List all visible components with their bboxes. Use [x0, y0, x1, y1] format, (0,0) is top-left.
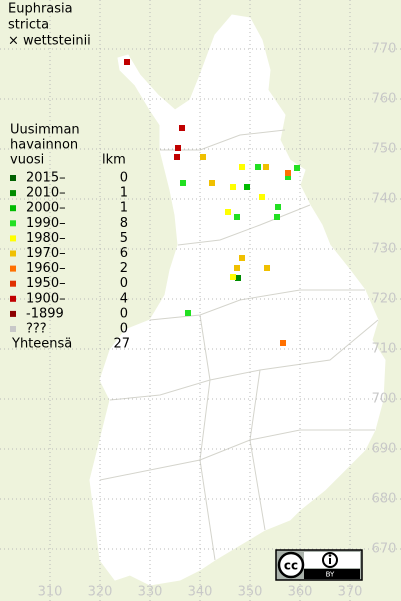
observation	[244, 184, 250, 190]
observation	[274, 214, 280, 220]
legend-label: 1980–	[26, 231, 66, 246]
x-tick-label: 310	[38, 585, 63, 600]
y-tick-label: 720	[372, 292, 397, 307]
legend-label: 1950–	[26, 276, 66, 291]
observation	[255, 164, 261, 170]
legend-count: 4	[120, 291, 128, 306]
legend-count: 2	[120, 261, 128, 276]
observation	[285, 174, 291, 180]
x-tick-label: 320	[88, 585, 113, 600]
y-tick-label: 670	[372, 542, 397, 557]
legend-count: 0	[120, 322, 128, 337]
legend-count: 5	[120, 231, 128, 246]
legend-label: 1900–	[26, 291, 66, 306]
legend-swatch	[10, 205, 16, 212]
legend-label: ???	[26, 322, 47, 337]
observation	[280, 340, 286, 346]
observation	[230, 184, 236, 190]
observation	[263, 164, 269, 170]
title: stricta	[8, 18, 49, 33]
observation	[234, 265, 240, 271]
y-tick-label: 750	[372, 142, 397, 157]
legend-label: 1970–	[26, 246, 66, 261]
legend-swatch	[10, 265, 16, 272]
legend-swatch	[10, 235, 16, 242]
legend-swatch	[10, 295, 16, 302]
legend-heading: vuosi	[10, 153, 44, 168]
observation	[264, 265, 270, 271]
y-tick-label: 680	[372, 492, 397, 507]
legend-swatch	[10, 326, 16, 332]
observation	[239, 164, 245, 170]
legend-count: 1	[120, 201, 128, 216]
legend-swatch	[10, 220, 16, 227]
legend-heading: Uusimman	[10, 123, 80, 138]
legend-count: 0	[120, 276, 128, 291]
title: Euphrasia	[8, 2, 73, 17]
legend-count: 0	[120, 306, 128, 321]
legend-label: -1899	[26, 306, 64, 321]
y-tick-label: 690	[372, 442, 397, 457]
observation	[275, 204, 281, 210]
x-tick-label: 360	[288, 585, 313, 600]
legend-label: 1960–	[26, 261, 66, 276]
y-tick-label: 740	[372, 192, 397, 207]
observation	[239, 255, 245, 261]
x-tick-label: 370	[338, 585, 363, 600]
total: 27	[113, 337, 130, 352]
observation	[124, 59, 130, 65]
observation	[174, 154, 180, 160]
y-tick-label: 760	[372, 92, 397, 107]
legend-count-heading: lkm	[102, 153, 126, 168]
observation	[209, 180, 215, 186]
observation	[185, 310, 191, 316]
x-tick-label: 340	[188, 585, 213, 600]
observation	[225, 209, 231, 215]
x-tick-label: 350	[238, 585, 263, 600]
observation	[285, 170, 291, 176]
legend-count: 8	[120, 216, 128, 231]
total-label: Yhteensä	[11, 337, 72, 352]
observation	[175, 145, 181, 151]
observation	[179, 125, 185, 131]
legend-swatch	[10, 280, 16, 287]
observation	[235, 275, 241, 281]
y-tick-label: 730	[372, 242, 397, 257]
observation	[230, 274, 236, 280]
y-tick-label: 710	[372, 342, 397, 357]
legend-heading: havainnon	[10, 138, 78, 153]
observation	[259, 194, 265, 200]
x-tick-label: 330	[138, 585, 163, 600]
legend-label: 2010–	[26, 186, 66, 201]
y-tick-label: 700	[372, 392, 397, 407]
legend-swatch	[10, 175, 16, 181]
license-badge: cc BY	[275, 549, 363, 581]
observation	[200, 154, 206, 160]
legend-swatch	[10, 190, 16, 197]
title: × wettsteinii	[8, 34, 91, 49]
svg-text:cc: cc	[284, 559, 298, 573]
legend-count: 6	[120, 246, 128, 261]
legend-count: 1	[120, 186, 128, 201]
observation	[294, 165, 300, 171]
legend-label: 2000–	[26, 201, 66, 216]
observation	[180, 180, 186, 186]
legend-swatch	[10, 310, 16, 317]
legend-label: 2015–	[26, 171, 66, 186]
observation	[234, 214, 240, 220]
finland	[89, 14, 386, 586]
legend-count: 0	[120, 171, 128, 186]
legend-swatch	[10, 250, 16, 257]
license: BY	[326, 571, 335, 579]
y-tick-label: 770	[372, 42, 397, 57]
legend-label: 1990–	[26, 216, 66, 231]
